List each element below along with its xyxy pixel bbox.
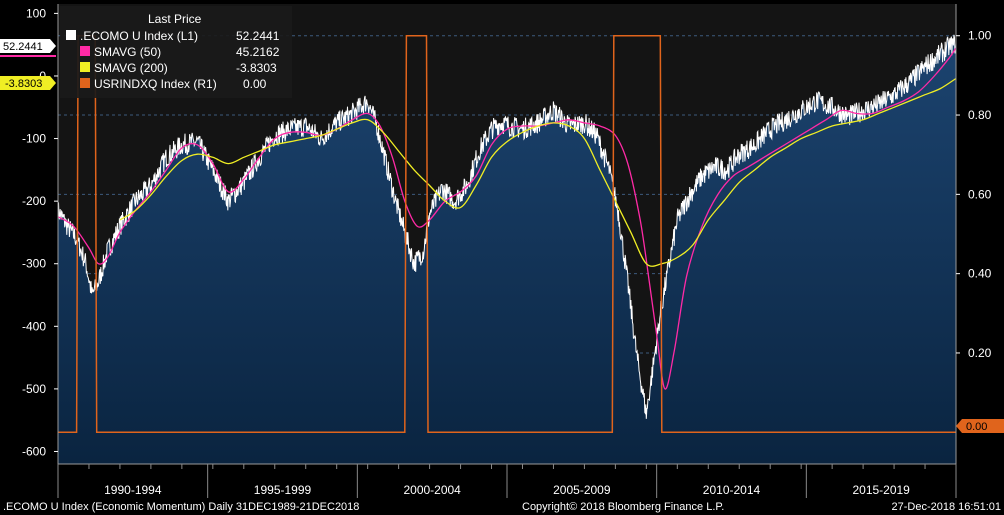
left-tick-label: -600 (22, 444, 46, 458)
legend-title: Last Price (148, 12, 202, 26)
badge-last-ecomo: 52.2441 (0, 39, 56, 53)
legend-item-smavg50: SMAVG (50) 45.2162 (80, 45, 280, 59)
x-tick-label: 1990-1994 (104, 483, 162, 497)
legend-value-smavg50: 45.2162 (236, 45, 280, 59)
badge-shape-ecomo (0, 39, 56, 53)
right-tick-label: 0.40 (968, 267, 992, 281)
legend-value-usrindxq: 0.00 (243, 77, 267, 91)
footer-copyright: Copyright© 2018 Bloomberg Finance L.P. (522, 501, 724, 513)
badge-shape-smavg200 (0, 76, 56, 90)
legend-value-ecomo: 52.2441 (236, 29, 280, 43)
x-tick-label: 2005-2009 (553, 483, 611, 497)
legend-swatch-ecomo (66, 30, 76, 40)
series-smavg200-line (119, 77, 956, 267)
legend-background (60, 6, 292, 98)
right-tick-label: 0.60 (968, 187, 992, 201)
left-tick-label: -500 (22, 382, 46, 396)
left-tick-label: -300 (22, 257, 46, 271)
badge-text-ecomo: 52.2441 (3, 41, 43, 53)
legend-swatch-smavg200 (80, 62, 90, 72)
x-axis: 1990-1994 1995-1999 2000-2004 2005-2009 2010… (57, 464, 957, 498)
legend-item-usrindxq: USRINDXQ Index (R1) 0.00 (80, 77, 267, 91)
left-tick-label: 100 (26, 6, 46, 20)
right-tick-label: 1.00 (968, 29, 992, 43)
badge-text-smavg200: -3.8303 (5, 78, 42, 90)
footer-description: .ECOMO U Index (Economic Momentum) Daily… (3, 501, 359, 513)
badge-shape-usrindxq (956, 419, 1004, 433)
legend-label-usrindxq: USRINDXQ Index (R1) (94, 77, 217, 91)
legend-label-smavg50: SMAVG (50) (94, 45, 161, 59)
legend: Last Price .ECOMO U Index (L1) 52.2441 S… (60, 6, 292, 98)
left-tick-label: -100 (22, 132, 46, 146)
x-tick-label: 2010-2014 (703, 483, 761, 497)
right-tick-label: 0.20 (968, 346, 992, 360)
badge-last-smavg200: -3.8303 (0, 76, 56, 90)
legend-item-ecomo: .ECOMO U Index (L1) 52.2441 (66, 29, 280, 43)
legend-value-smavg200: -3.8303 (236, 61, 277, 75)
legend-label-ecomo: .ECOMO U Index (L1) (80, 29, 198, 43)
plot-area (58, 34, 956, 464)
legend-label-smavg200: SMAVG (200) (94, 61, 168, 75)
x-tick-label: 2000-2004 (403, 483, 461, 497)
legend-swatch-usrindxq (80, 78, 90, 88)
legend-item-smavg200: SMAVG (200) -3.8303 (80, 61, 277, 75)
left-tick-label: -400 (22, 319, 46, 333)
footer-timestamp: 27-Dec-2018 16:51:01 (892, 501, 1001, 513)
right-y-axis: 1.00 0.80 0.60 0.40 0.20 (956, 29, 992, 360)
left-tick-label: -200 (22, 194, 46, 208)
series-ecomo-line (58, 34, 956, 419)
left-tick-label: 0 (39, 69, 46, 83)
series-ecomo-area (58, 34, 956, 464)
right-tick-label: 0.80 (968, 108, 992, 122)
x-tick-label: 2015-2019 (852, 483, 910, 497)
series-smavg50-line (58, 47, 956, 390)
badge-text-usrindxq: 0.00 (966, 421, 987, 433)
badge-last-usrindxq: 0.00 (956, 419, 1004, 433)
left-y-axis: 100 0 -100 -200 -300 -400 -500 -600 (22, 6, 58, 458)
x-tick-label: 1995-1999 (254, 483, 312, 497)
legend-swatch-smavg50 (80, 46, 90, 56)
